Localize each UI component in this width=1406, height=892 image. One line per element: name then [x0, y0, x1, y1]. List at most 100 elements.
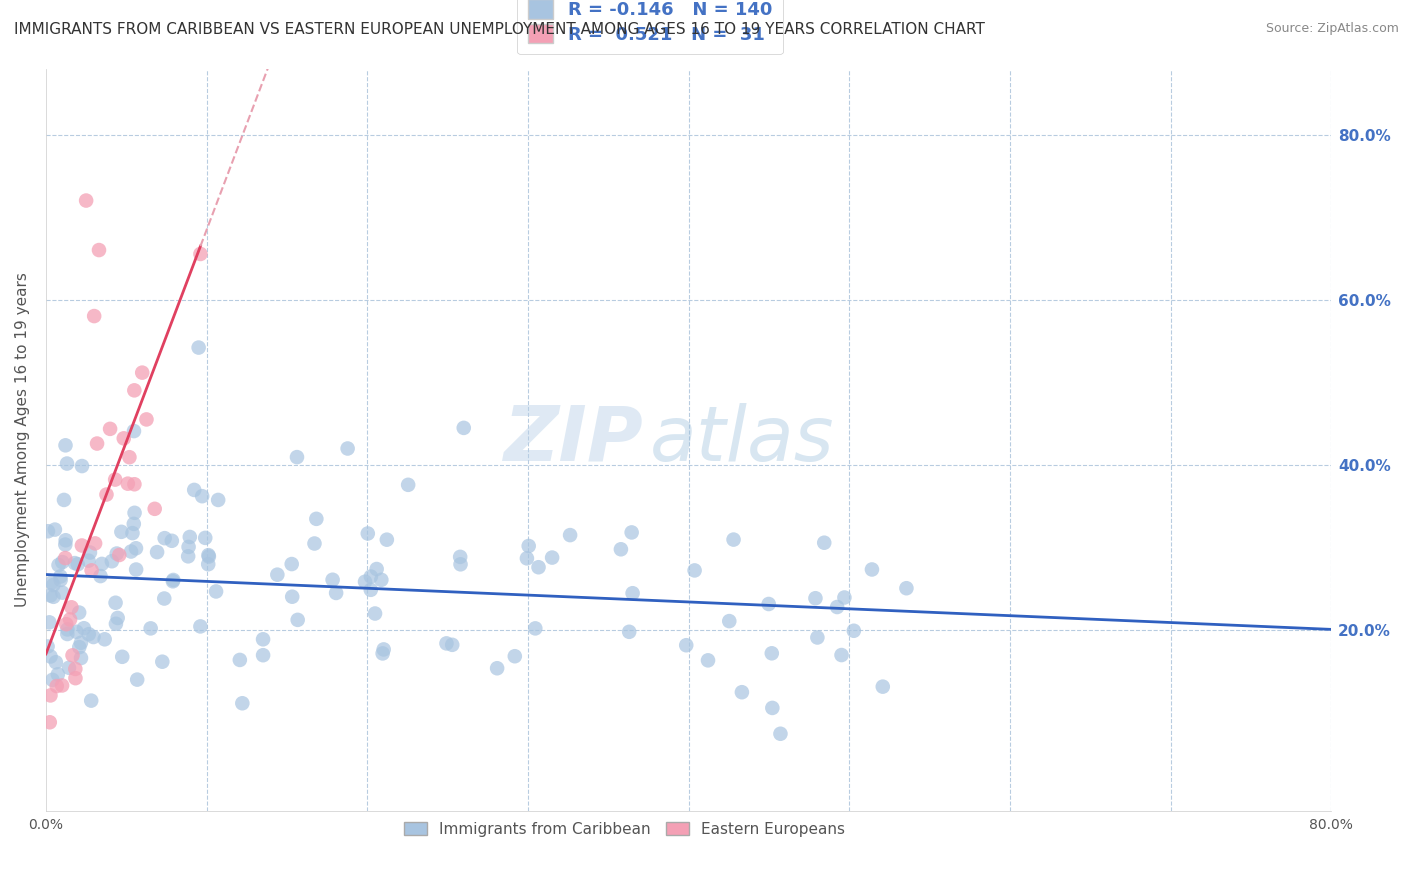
Point — [322, 573, 344, 587]
Point — [872, 680, 894, 694]
Point — [51, 678, 73, 692]
Point — [357, 526, 380, 541]
Point — [121, 526, 143, 541]
Point — [150, 655, 173, 669]
Point — [139, 621, 162, 635]
Point — [769, 727, 792, 741]
Point — [453, 421, 475, 435]
Point — [67, 640, 90, 655]
Point — [813, 535, 835, 549]
Point — [190, 619, 212, 633]
Point — [63, 556, 86, 570]
Point — [524, 621, 547, 635]
Point — [252, 648, 274, 663]
Point — [53, 551, 76, 566]
Point — [436, 636, 458, 650]
Point — [503, 649, 526, 664]
Point — [831, 648, 853, 662]
Point — [42, 578, 65, 592]
Point — [761, 701, 783, 715]
Point — [527, 560, 550, 574]
Point — [842, 624, 865, 638]
Point — [360, 569, 382, 583]
Point — [55, 438, 77, 452]
Point — [42, 590, 65, 604]
Point — [124, 506, 146, 520]
Point — [125, 541, 148, 556]
Point — [37, 524, 59, 539]
Point — [153, 531, 176, 545]
Point — [73, 621, 96, 635]
Point — [49, 573, 72, 587]
Point — [683, 563, 706, 577]
Point — [86, 436, 108, 450]
Point — [59, 612, 82, 626]
Point — [77, 554, 100, 568]
Point — [49, 569, 72, 583]
Text: Source: ZipAtlas.com: Source: ZipAtlas.com — [1265, 22, 1399, 36]
Point — [37, 640, 59, 654]
Point — [53, 492, 76, 507]
Point — [621, 586, 644, 600]
Point — [177, 540, 200, 554]
Point — [517, 539, 540, 553]
Point — [197, 558, 219, 572]
Point — [371, 647, 394, 661]
Point — [117, 476, 139, 491]
Text: ZIP: ZIP — [503, 403, 644, 477]
Point — [761, 646, 783, 660]
Point — [89, 569, 111, 583]
Point — [486, 661, 509, 675]
Point — [285, 450, 308, 464]
Point — [70, 636, 93, 650]
Point — [825, 600, 848, 615]
Point — [75, 194, 97, 208]
Point — [731, 685, 754, 699]
Point — [96, 487, 118, 501]
Point — [80, 563, 103, 577]
Point — [197, 548, 219, 562]
Point — [39, 689, 62, 703]
Point — [160, 533, 183, 548]
Point — [896, 581, 918, 595]
Point — [364, 607, 387, 621]
Point — [806, 631, 828, 645]
Point — [104, 616, 127, 631]
Point — [135, 412, 157, 426]
Point — [55, 533, 77, 548]
Point — [366, 562, 388, 576]
Point — [110, 524, 132, 539]
Point — [51, 555, 73, 569]
Point — [205, 584, 228, 599]
Point — [122, 424, 145, 438]
Point — [48, 558, 70, 573]
Point — [153, 591, 176, 606]
Point — [723, 533, 745, 547]
Point — [83, 309, 105, 323]
Point — [66, 558, 89, 572]
Text: IMMIGRANTS FROM CARIBBEAN VS EASTERN EUROPEAN UNEMPLOYMENT AMONG AGES 16 TO 19 Y: IMMIGRANTS FROM CARIBBEAN VS EASTERN EUR… — [14, 22, 986, 37]
Point — [162, 573, 184, 587]
Point — [39, 589, 62, 603]
Point — [41, 673, 63, 687]
Point — [44, 523, 66, 537]
Point — [60, 600, 83, 615]
Point — [541, 550, 564, 565]
Point — [65, 671, 87, 685]
Point — [229, 653, 252, 667]
Point — [104, 473, 127, 487]
Point — [93, 632, 115, 647]
Point — [336, 442, 359, 456]
Point — [375, 533, 398, 547]
Point — [80, 693, 103, 707]
Point — [127, 673, 149, 687]
Point — [101, 554, 124, 568]
Point — [304, 536, 326, 550]
Point — [191, 489, 214, 503]
Point — [58, 661, 80, 675]
Point — [860, 562, 883, 576]
Point — [38, 715, 60, 730]
Point — [280, 557, 302, 571]
Point — [441, 638, 464, 652]
Point — [194, 531, 217, 545]
